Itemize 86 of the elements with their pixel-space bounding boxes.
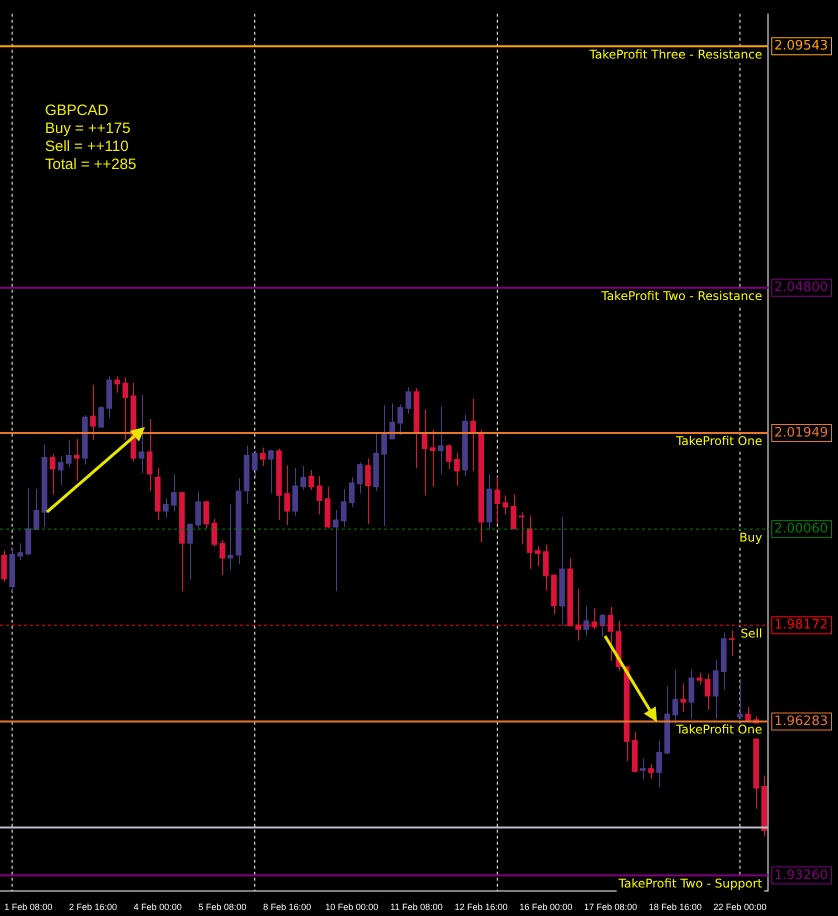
x-tick-label: 1 Feb 08:00	[4, 902, 52, 912]
candlestick	[348, 476, 355, 508]
y-tick-label: 1.93260	[774, 868, 828, 883]
candlestick	[268, 449, 274, 494]
x-tick-label: 16 Feb 00:00	[519, 902, 572, 912]
x-tick-label: 4 Feb 00:00	[134, 902, 182, 912]
candlestick	[300, 465, 306, 490]
candlestick	[98, 406, 104, 428]
annotation: Total = ++285	[45, 156, 136, 174]
candlestick	[58, 456, 64, 486]
candlestick	[583, 606, 590, 636]
candlestick	[454, 452, 460, 486]
candlestick	[122, 376, 128, 441]
candlestick	[648, 763, 654, 780]
y-tick-label: 2.00060	[774, 522, 828, 537]
candlestick	[656, 740, 662, 788]
x-tick-label: 12 Feb 16:00	[454, 902, 508, 912]
candlestick	[252, 450, 258, 478]
candlestick	[600, 614, 606, 638]
candlestick	[203, 500, 210, 530]
ref-line-label: TakeProfit Two - Support	[618, 876, 763, 891]
x-tick-label: 10 Feb 00:00	[325, 902, 378, 912]
candlestick	[422, 408, 428, 496]
y-tick-label: 2.04800	[774, 280, 828, 296]
candlestick	[502, 495, 508, 515]
candlestick	[430, 429, 436, 488]
candlestick	[737, 678, 743, 720]
candlestick	[50, 454, 56, 496]
candlestick	[17, 542, 24, 561]
annotation: Buy = ++175	[45, 120, 132, 138]
annotation: GBPCAD	[45, 102, 110, 120]
ref-line-label: TakeProfit One	[675, 434, 762, 448]
candlestick	[534, 546, 541, 567]
candlestick	[381, 404, 387, 527]
candlestick	[672, 669, 678, 724]
y-tick-label: 1.98172	[774, 618, 828, 633]
candlestick	[187, 524, 193, 580]
x-tick-label: 8 Feb 16:00	[263, 902, 312, 912]
candlestick	[74, 438, 80, 482]
x-tick-label: 18 Feb 16:00	[648, 902, 702, 912]
y-tick-label: 2.01949	[774, 425, 828, 440]
annotation: Sell = ++110	[45, 138, 130, 156]
candlestick	[228, 504, 234, 570]
x-tick-label: 2 Feb 16:00	[68, 902, 118, 912]
candlestick	[90, 384, 96, 441]
candlestick	[494, 476, 500, 525]
candlestick	[34, 488, 40, 530]
candlestick	[406, 386, 412, 414]
x-tick-label: 22 Feb 00:00	[713, 902, 766, 912]
ref-line-label: TakeProfit One	[675, 722, 762, 737]
candlestick	[308, 470, 314, 490]
candlestick	[510, 494, 516, 530]
candlestick	[138, 394, 144, 474]
candlestick	[340, 488, 347, 528]
x-tick-label: 11 Feb 08:00	[390, 902, 443, 912]
y-tick-label: 2.09543	[774, 38, 828, 54]
candlestick	[162, 498, 169, 518]
candlestick	[220, 539, 226, 576]
y-tick-label: 1.96283	[774, 714, 828, 729]
candlestick	[211, 518, 218, 547]
candlestick	[438, 406, 444, 475]
ref-line-label: TakeProfit Three - Resistance	[588, 47, 762, 62]
candlestick	[66, 440, 72, 468]
candlestick	[260, 447, 266, 466]
x-tick-label: 17 Feb 08:00	[584, 902, 638, 912]
candlestick	[146, 418, 152, 492]
candlestick	[704, 673, 710, 710]
candlestick	[446, 444, 452, 470]
candlestick	[316, 476, 322, 515]
ref-line-label: Sell	[740, 626, 762, 640]
candlestick	[608, 606, 614, 662]
candlestick	[470, 398, 476, 472]
candlestick	[284, 464, 290, 526]
candlestick	[640, 758, 646, 780]
candlestick	[397, 404, 404, 436]
candlestick	[332, 510, 338, 592]
ref-line-label: Buy	[739, 530, 762, 544]
candlestick	[114, 376, 120, 394]
candlestick	[680, 682, 686, 712]
candlestick	[357, 462, 363, 494]
candlestick	[365, 458, 371, 525]
candlestick	[575, 588, 582, 642]
candlestick	[696, 672, 702, 685]
ref-line-label: TakeProfit Two - Resistance	[600, 288, 762, 303]
candlestick	[171, 474, 177, 512]
x-tick-label: 5 Feb 08:00	[198, 902, 246, 912]
